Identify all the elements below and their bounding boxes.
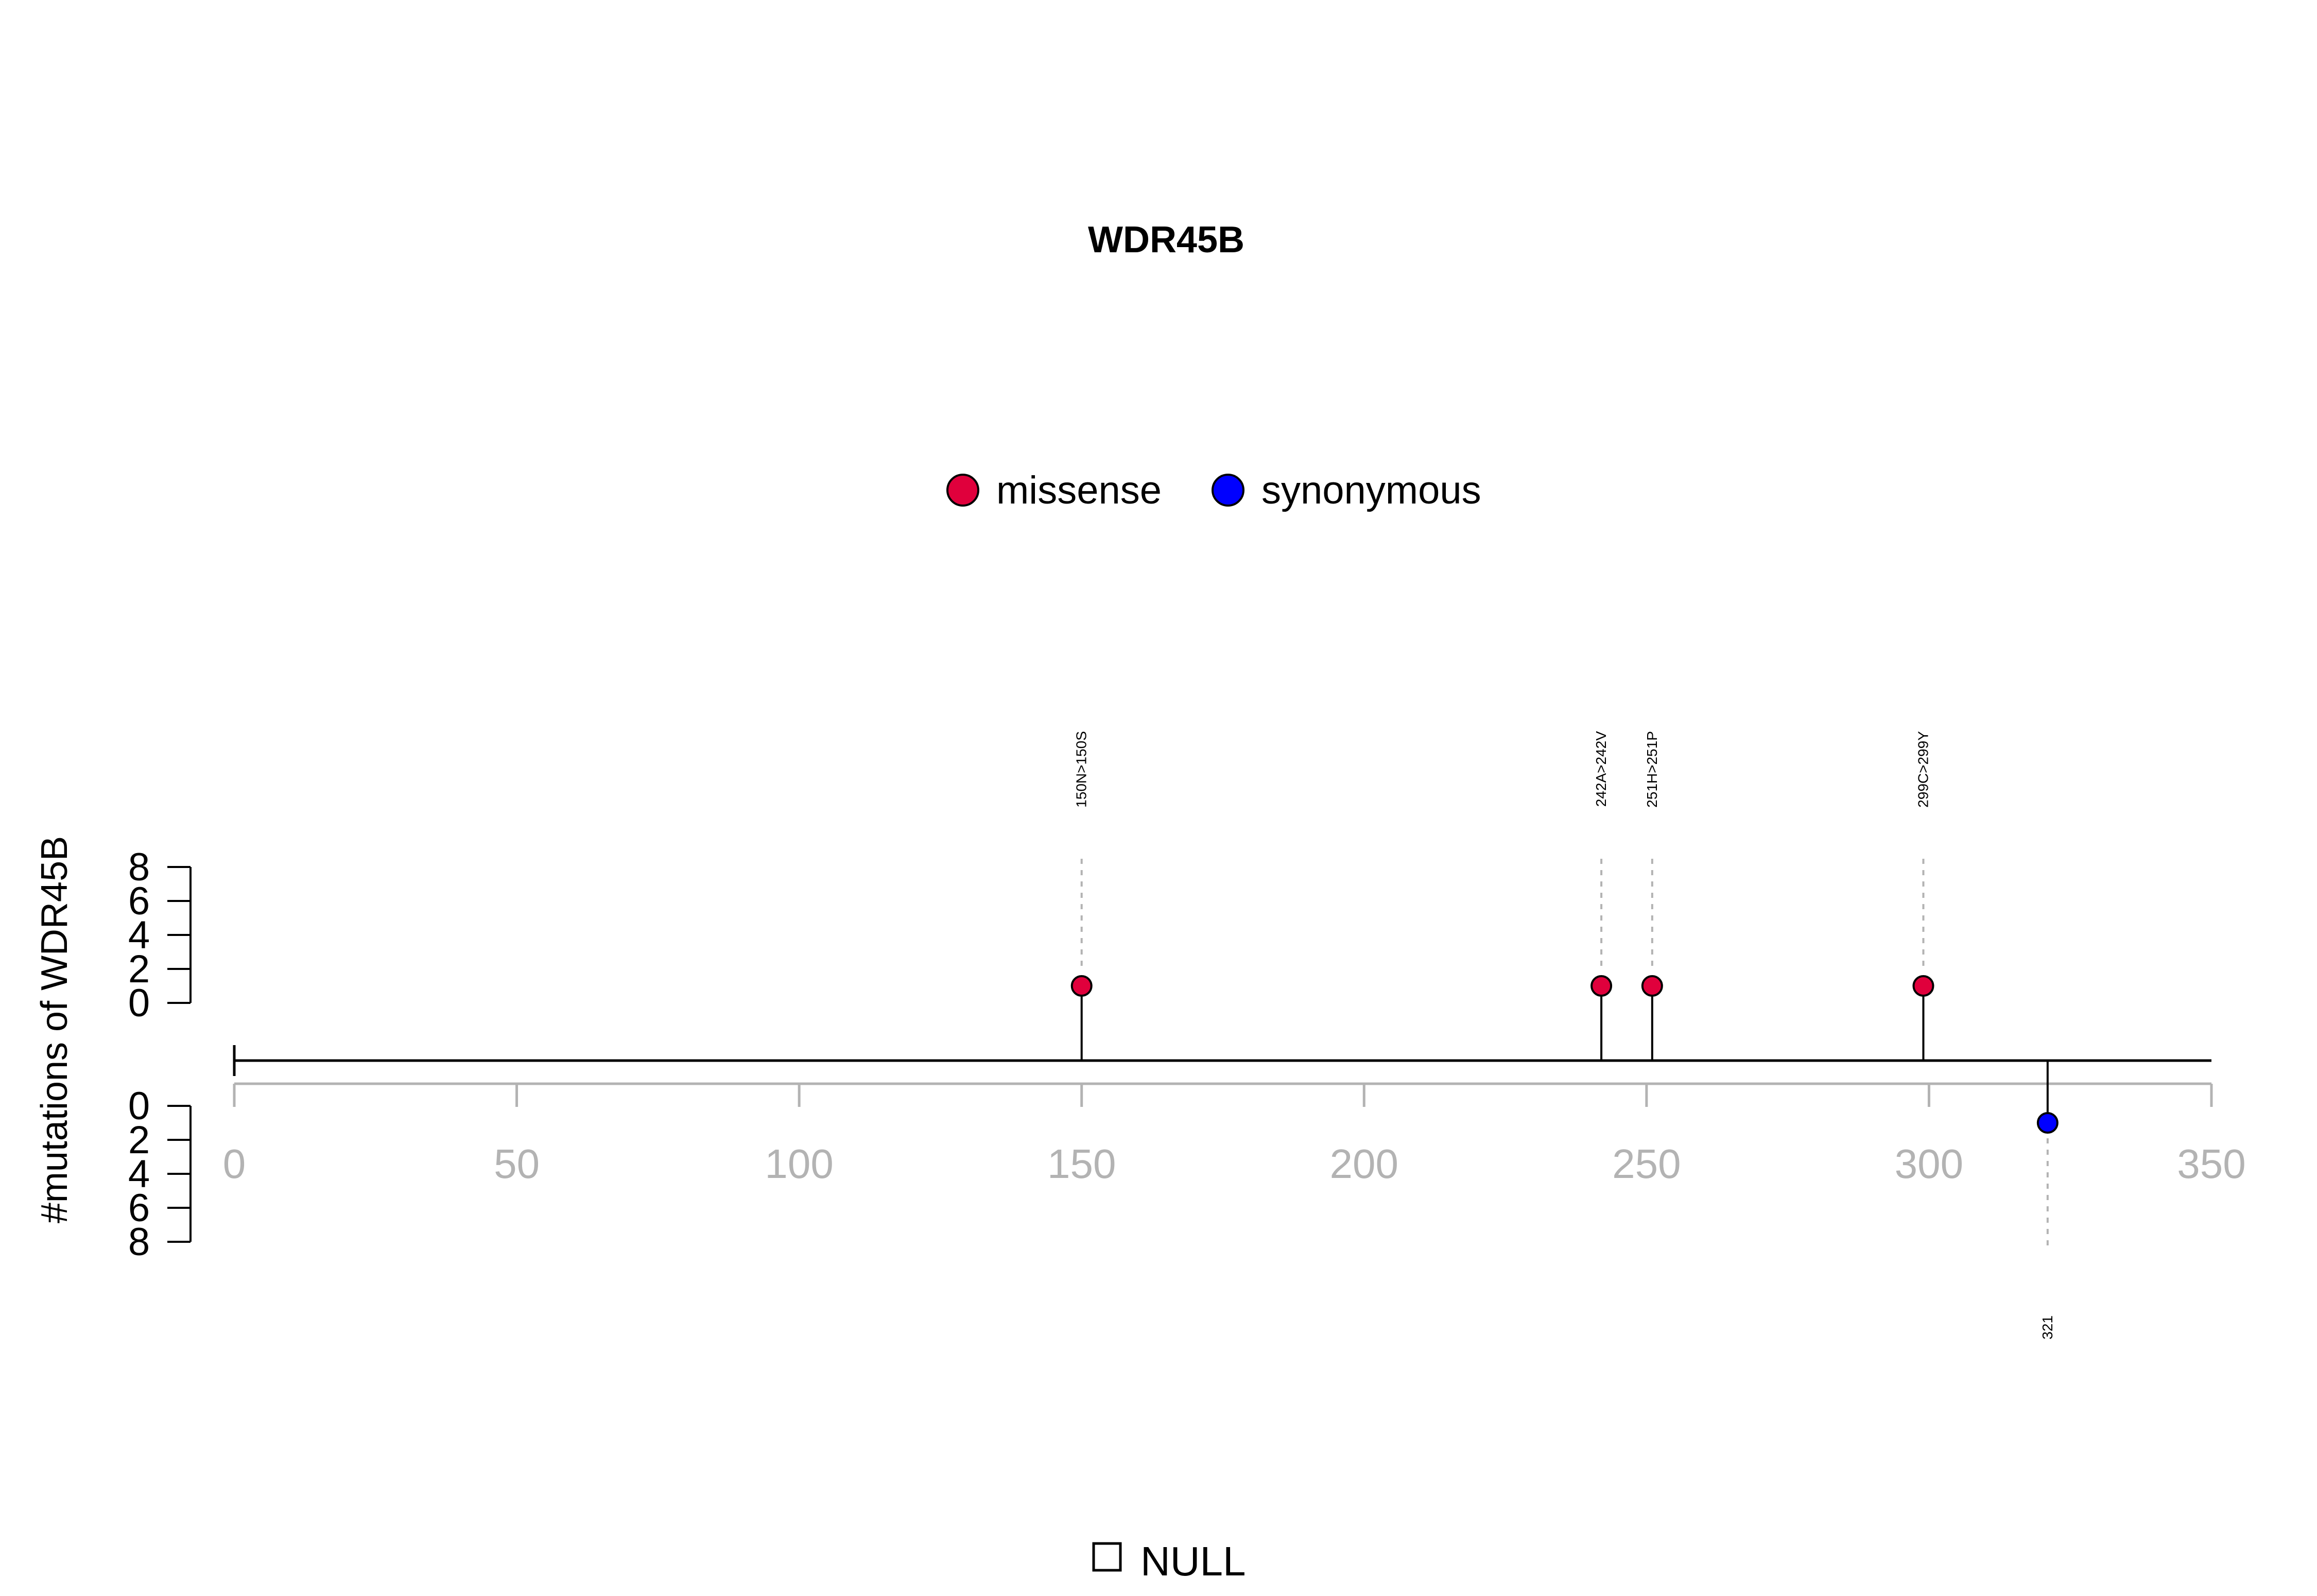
mutation-point: [1590, 975, 1613, 997]
legend-label: missense: [996, 469, 1162, 512]
chart-title: WDR45B: [1088, 219, 1244, 261]
legend-label: synonymous: [1261, 469, 1481, 512]
lower-y-tick-label: 4: [128, 1152, 150, 1196]
x-tick-label: 150: [1047, 1141, 1116, 1187]
upper-y-tick-label: 2: [128, 947, 150, 991]
mutation-label: 242A>242V: [1593, 731, 1609, 807]
legend-swatch: [1212, 474, 1244, 507]
upper-y-tick-label: 6: [128, 879, 150, 923]
upper-y-tick-label: 0: [128, 981, 150, 1025]
upper-y-tick-label: 4: [128, 913, 150, 957]
mutation-point: [1070, 975, 1093, 997]
lower-y-tick-label: 2: [128, 1118, 150, 1162]
mutation-label: 321: [2039, 1315, 2055, 1340]
domain-legend-label: NULL: [1140, 1538, 1246, 1584]
mutation-point: [1641, 975, 1663, 997]
mutation-label: 299C>299Y: [1915, 731, 1931, 808]
mutation-label: 150N>150S: [1074, 731, 1090, 808]
x-tick-label: 50: [494, 1141, 540, 1187]
x-axis: 0 50 100 150 200 250 300 350: [223, 1082, 2246, 1187]
y-axis-label: #mutations of WDR45B: [34, 836, 75, 1223]
mutation-point: [1912, 975, 1934, 997]
x-tick-label: 0: [223, 1141, 246, 1187]
x-tick-label: 200: [1330, 1141, 1398, 1187]
lower-y-tick-label: 8: [128, 1220, 150, 1264]
domain-legend-swatch: [1092, 1542, 1122, 1572]
domain-legend: NULL: [1092, 1538, 1246, 1584]
mutation-label: 251H>251P: [1644, 731, 1660, 808]
x-tick-label: 100: [765, 1141, 833, 1187]
mutation-marks: 150N>150S 242A>242V 251H>251P 299C>299Y 321: [1070, 731, 2059, 1340]
x-tick-label: 300: [1895, 1141, 1963, 1187]
mutation-point: [2036, 1112, 2059, 1134]
legend-swatch: [946, 474, 979, 507]
lower-y-tick-label: 0: [128, 1084, 150, 1128]
lower-y-tick-label: 6: [128, 1186, 150, 1230]
x-tick-label: 250: [1612, 1141, 1681, 1187]
upper-y-tick-label: 8: [128, 845, 150, 889]
x-tick-label: 350: [2177, 1141, 2245, 1187]
legend: missense synonymous: [946, 469, 1481, 512]
